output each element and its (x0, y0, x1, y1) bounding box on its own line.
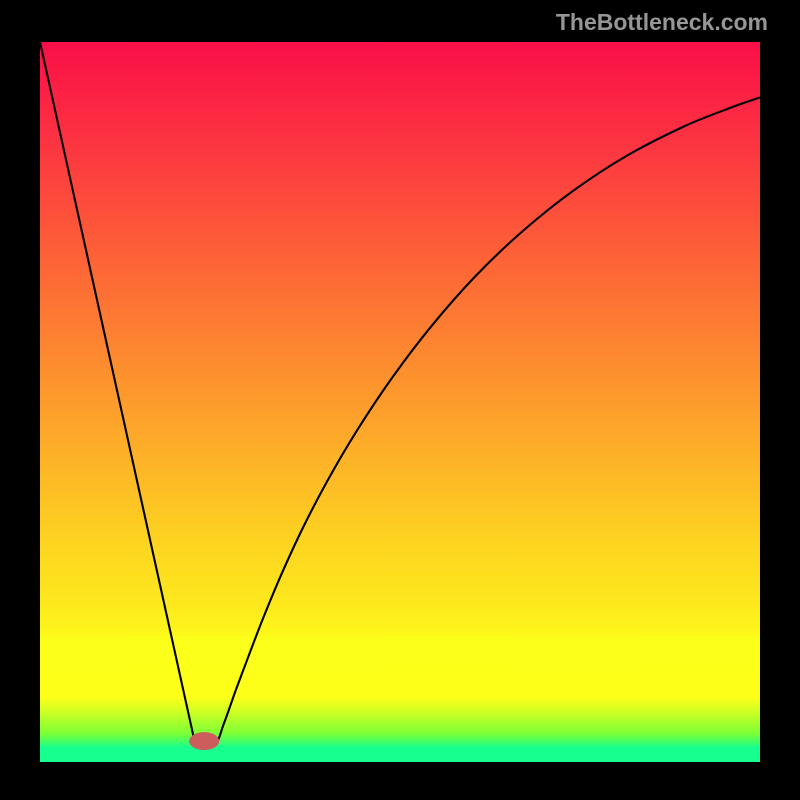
plot-background (40, 42, 760, 762)
chart-container: TheBottleneck.com (0, 0, 800, 800)
chart-svg (0, 0, 800, 800)
optimum-marker (189, 732, 219, 750)
watermark-text: TheBottleneck.com (556, 9, 768, 36)
